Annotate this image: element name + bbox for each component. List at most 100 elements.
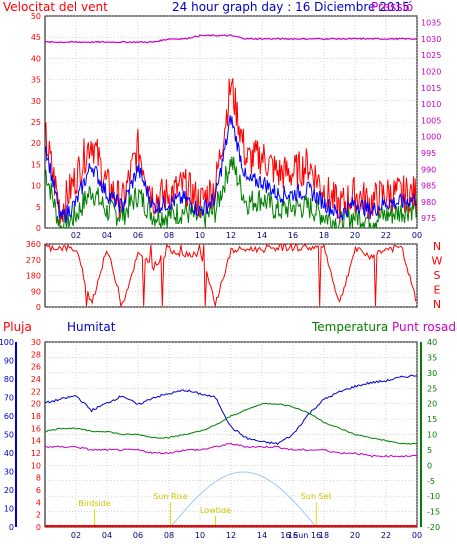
compass-label: S	[434, 269, 441, 282]
pressure-y-tick: 1025	[421, 51, 441, 60]
temp-y-tick: 15	[427, 415, 437, 424]
pressure-y-tick: 995	[421, 149, 436, 158]
rain-y-tick: 14	[31, 437, 41, 446]
sun-elevation-arc	[170, 471, 317, 528]
x-tick-label: 00	[412, 531, 422, 540]
wind-y-tick: 50	[31, 12, 41, 21]
wind-y-tick: 20	[31, 139, 41, 148]
wind-gust-line	[44, 78, 418, 225]
x-tick-label: 02	[71, 531, 81, 540]
humidity-y-tick: 90	[4, 357, 14, 366]
sun-event-label: Sun Rise	[153, 492, 188, 501]
x-tick-label: 10	[195, 231, 205, 240]
temperature-label: Temperatura	[311, 320, 388, 334]
wind-avg-line	[44, 115, 418, 224]
pressure-y-tick: 980	[421, 198, 436, 207]
x-tick-label: 14	[257, 531, 267, 540]
rain-y-tick: 4	[36, 498, 41, 507]
humidity-label: Humitat	[67, 320, 116, 334]
rain-y-tick: 24	[31, 375, 41, 384]
temp-y-tick: 40	[427, 338, 437, 347]
x-tick-label: 12	[226, 531, 236, 540]
rain-y-tick: 2	[36, 511, 41, 520]
compass-label: N	[433, 240, 441, 253]
direction-y-tick: 270	[26, 256, 41, 265]
pressure-y-tick: 985	[421, 182, 436, 191]
x-tick-label: 04	[102, 531, 112, 540]
x-tick-label: 20	[350, 231, 360, 240]
x-tick-label: 16	[288, 231, 298, 240]
wind-y-tick: 30	[31, 97, 41, 106]
pressure-y-tick: 1000	[421, 133, 441, 142]
x-tick-label: 08	[164, 231, 174, 240]
x-tick-label: 16	[288, 531, 298, 540]
axis-marker-label: 16 Sun 16	[280, 531, 321, 540]
humidity-y-tick: 40	[4, 449, 14, 458]
dewpoint-line	[44, 442, 418, 458]
wind-y-tick: 40	[31, 54, 41, 63]
pressure-y-tick: 1035	[421, 19, 441, 28]
humidity-temperature-panel: 0102030405060708090100024681012141618202…	[0, 338, 440, 540]
rain-y-tick: 18	[31, 412, 41, 421]
wind-y-tick: 0	[36, 224, 41, 233]
x-tick-label: 06	[133, 531, 143, 540]
x-tick-label: 00	[412, 231, 422, 240]
rain-y-tick: 10	[31, 461, 41, 470]
temp-y-tick: -15	[427, 508, 440, 517]
chart-title: 24 hour graph day : 16 Diciembre 2015	[172, 0, 410, 14]
x-tick-label: 06	[133, 231, 143, 240]
sun-event-label: Birdside	[78, 499, 110, 508]
temperature-line	[44, 402, 418, 445]
wind-y-tick: 45	[31, 33, 41, 42]
x-tick-label: 14	[257, 231, 267, 240]
pressure-y-tick: 1020	[421, 67, 441, 76]
rain-y-tick: 12	[31, 449, 41, 458]
wind-y-tick: 5	[36, 203, 41, 212]
x-tick-label: 22	[381, 531, 391, 540]
pressure-y-tick: 1010	[421, 100, 441, 109]
direction-line	[44, 242, 418, 308]
rain-y-tick: 8	[36, 474, 41, 483]
humidity-y-tick: 10	[4, 505, 14, 514]
temp-y-tick: -20	[427, 523, 440, 532]
pressure-line	[44, 34, 418, 44]
compass-label: N	[433, 298, 441, 311]
temp-y-tick: 20	[427, 400, 437, 409]
direction-y-tick: 180	[26, 272, 41, 281]
humidity-y-tick: 100	[0, 338, 14, 347]
wind-speed-label: Velocitat del vent	[3, 0, 108, 14]
pressure-label: Pressió	[371, 0, 413, 14]
pressure-y-tick: 990	[421, 165, 436, 174]
sun-event-label: Sun Set	[301, 492, 332, 501]
temp-y-tick: 5	[427, 446, 432, 455]
humidity-y-tick: 30	[4, 468, 14, 477]
rain-y-tick: 30	[31, 338, 41, 347]
humidity-y-tick: 60	[4, 412, 14, 421]
temp-y-tick: 0	[427, 461, 432, 470]
humidity-y-tick: 80	[4, 375, 14, 384]
x-tick-label: 20	[350, 531, 360, 540]
compass-label: E	[434, 284, 441, 297]
wind-y-tick: 35	[31, 76, 41, 85]
temp-y-tick: 30	[427, 369, 437, 378]
rain-y-tick: 28	[31, 350, 41, 359]
x-tick-label: 12	[226, 231, 236, 240]
dewpoint-label: Punt rosada	[392, 320, 457, 334]
wind-y-tick: 15	[31, 160, 41, 169]
compass-label: W	[432, 255, 443, 268]
humidity-y-tick: 70	[4, 394, 14, 403]
wind-y-tick: 25	[31, 118, 41, 127]
pressure-y-tick: 1005	[421, 116, 441, 125]
rain-label: Pluja	[3, 320, 32, 334]
direction-y-tick: 360	[26, 240, 41, 249]
rain-y-tick: 22	[31, 387, 41, 396]
x-tick-label: 08	[164, 531, 174, 540]
temp-y-tick: 35	[427, 353, 437, 362]
sun-event-label: Lowtide	[200, 506, 231, 515]
wind-y-tick: 10	[31, 182, 41, 191]
x-tick-label: 22	[381, 231, 391, 240]
rain-y-tick: 16	[31, 424, 41, 433]
x-tick-label: 02	[71, 231, 81, 240]
